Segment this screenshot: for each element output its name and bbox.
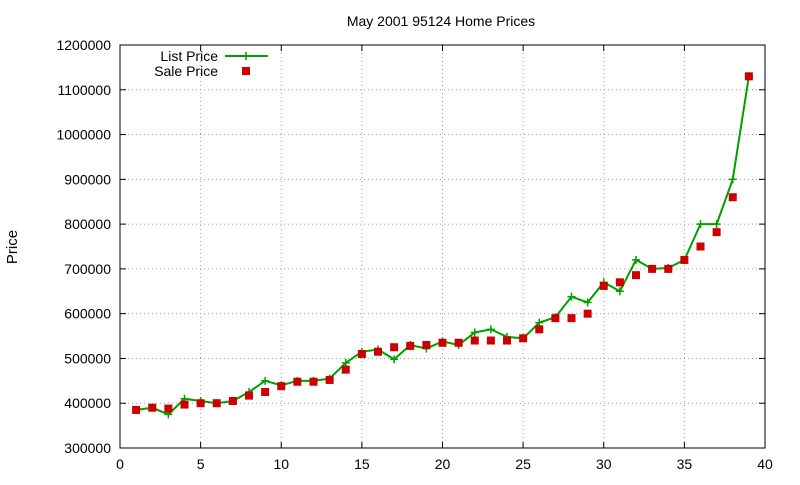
data-point-sale-price: [744, 72, 753, 81]
x-tick-label: 25: [515, 456, 531, 472]
data-point-sale-price: [438, 338, 447, 347]
x-tick-label: 35: [677, 456, 693, 472]
data-point-list-price: [615, 287, 624, 296]
data-point-list-price: [470, 328, 479, 337]
data-point-sale-price: [164, 404, 173, 413]
legend-label-sale-price: Sale Price: [154, 63, 218, 79]
x-tick-label: 30: [596, 456, 612, 472]
grid-lines: [120, 45, 765, 448]
data-point-sale-price: [422, 341, 431, 350]
data-point-sale-price: [519, 334, 528, 343]
data-point-list-price: [341, 358, 350, 367]
data-point-sale-price: [261, 388, 270, 397]
data-point-sale-price: [599, 281, 608, 290]
legend-marker-sale-price: [242, 67, 250, 75]
data-point-sale-price: [390, 343, 399, 352]
data-point-sale-price: [325, 375, 334, 384]
chart-title: May 2001 95124 Home Prices: [347, 13, 535, 29]
y-tick-label: 700000: [64, 261, 111, 277]
y-tick-label: 600000: [64, 306, 111, 322]
data-point-sale-price: [196, 399, 205, 408]
data-point-list-price: [535, 318, 544, 327]
data-point-sale-price: [293, 377, 302, 386]
data-point-list-price: [567, 292, 576, 301]
data-point-sale-price: [567, 314, 576, 323]
data-point-list-price: [486, 325, 495, 334]
data-point-list-price: [583, 298, 592, 307]
data-point-list-price: [696, 220, 705, 229]
data-point-sale-price: [148, 403, 157, 412]
data-point-sale-price: [551, 314, 560, 323]
y-tick-label: 400000: [64, 395, 111, 411]
data-point-list-price: [712, 220, 721, 229]
y-tick-label: 800000: [64, 216, 111, 232]
axes: 0 5 10 15 20 25 30 35 40 300000 400000 500000 600000…: [56, 37, 773, 472]
data-point-sale-price: [632, 271, 640, 280]
data-point-sale-price: [535, 325, 544, 334]
y-tick-label: 900000: [64, 171, 111, 187]
data-point-sale-price: [454, 338, 463, 347]
y-tick-label: 300000: [64, 440, 111, 456]
x-tick-label: 40: [757, 456, 773, 472]
data-point-sale-price: [357, 349, 366, 358]
data-point-list-price: [728, 175, 737, 184]
data-point-sale-price: [374, 347, 382, 356]
y-tick-label: 500000: [64, 350, 111, 366]
data-point-list-price: [261, 376, 270, 385]
data-point-sale-price: [583, 309, 592, 318]
legend-marker-list-price: [242, 52, 250, 60]
data-point-sale-price: [277, 382, 286, 391]
data-point-sale-price: [712, 228, 721, 237]
x-tick-label: 0: [116, 456, 124, 472]
data-point-sale-price: [648, 264, 657, 273]
data-point-sale-price: [470, 336, 479, 345]
y-tick-label: 1100000: [58, 82, 112, 98]
y-tick-label: 1000000: [56, 127, 111, 143]
data-point-sale-price: [486, 336, 495, 345]
x-tick-label: 15: [354, 456, 370, 472]
data-point-sale-price: [406, 341, 415, 350]
data-point-sale-price: [728, 193, 737, 202]
x-tick-label: 10: [273, 456, 289, 472]
data-point-sale-price: [341, 365, 350, 374]
x-tick-label: 5: [197, 456, 205, 472]
data-point-list-price: [632, 255, 640, 264]
data-point-sale-price: [228, 396, 237, 405]
data-point-sale-price: [309, 377, 318, 386]
data-point-sale-price: [696, 242, 705, 251]
data-point-sale-price: [615, 278, 624, 287]
data-point-sale-price: [212, 399, 221, 408]
data-point-sale-price: [132, 405, 141, 414]
data-point-sale-price: [664, 264, 673, 273]
legend: List Price Sale Price: [154, 48, 268, 79]
data-point-sale-price: [680, 255, 689, 264]
legend-label-list-price: List Price: [160, 48, 218, 64]
data-point-list-price: [390, 355, 399, 364]
x-tick-label: 20: [435, 456, 451, 472]
y-axis-label: Price: [4, 230, 21, 264]
data-point-sale-price: [245, 391, 253, 400]
data-point-sale-price: [503, 336, 511, 345]
data-series: [132, 72, 753, 419]
y-tick-label: 1200000: [56, 37, 111, 53]
data-point-sale-price: [180, 400, 189, 409]
